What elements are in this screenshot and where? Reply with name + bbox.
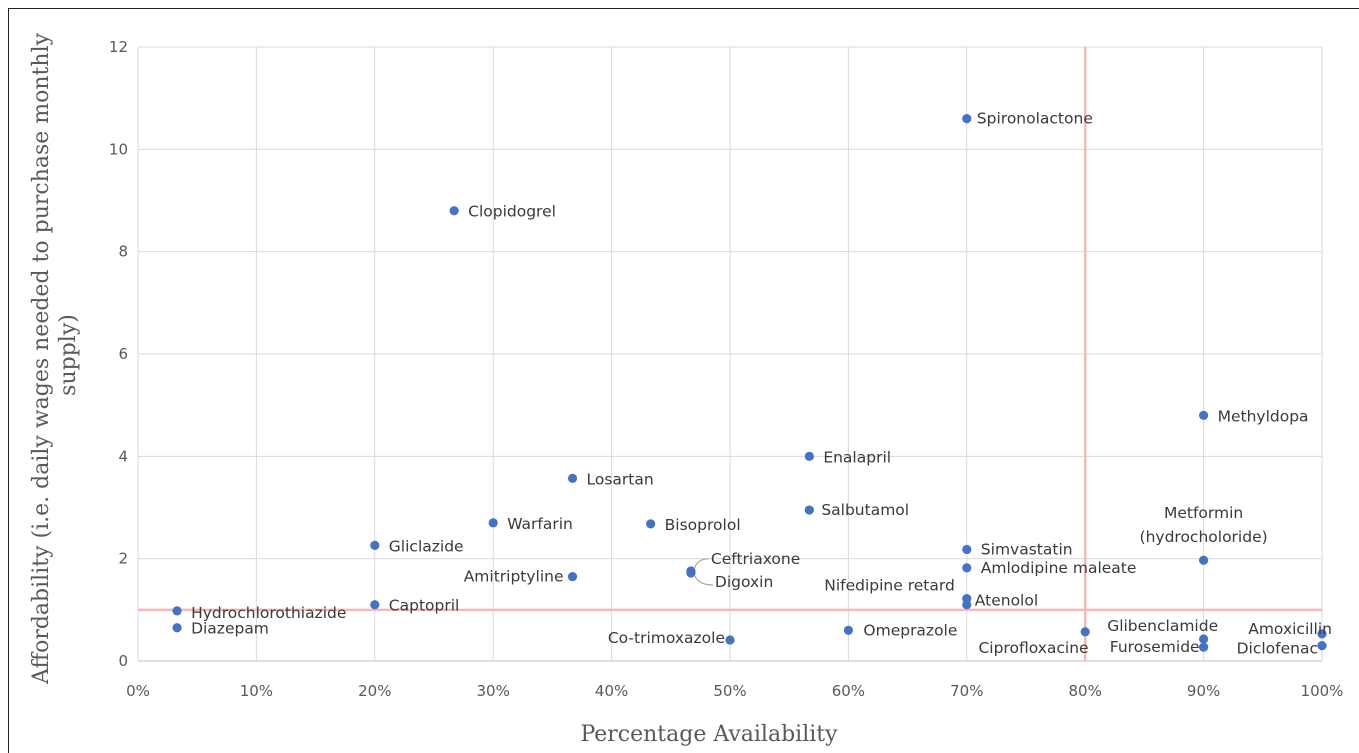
- point-label: Nifedipine retard: [824, 577, 955, 595]
- data-point: [370, 540, 380, 550]
- data-point: [804, 505, 814, 515]
- point-label-line: Metformin: [1164, 504, 1243, 522]
- data-point: [1080, 627, 1090, 637]
- point-label: Captopril: [389, 597, 460, 615]
- point-label: Losartan: [587, 470, 654, 488]
- data-point: [567, 571, 578, 582]
- data-point: [962, 544, 972, 555]
- data-point: [172, 606, 182, 616]
- data-point: [172, 623, 182, 633]
- y-axis-title-line-2: supply): [56, 314, 81, 396]
- point-label: Omeprazole: [863, 621, 957, 639]
- data-point: [646, 519, 656, 529]
- x-tick-label: 40%: [595, 682, 628, 700]
- leader-line: [694, 558, 709, 569]
- x-tick-label: 80%: [1069, 682, 1102, 700]
- data-point: [962, 114, 972, 124]
- data-point: [1199, 555, 1209, 565]
- point-label: Enalapril: [823, 448, 891, 466]
- x-tick-label: 10%: [240, 682, 273, 700]
- data-point: [567, 473, 578, 483]
- leader-line: [694, 575, 713, 586]
- data-point: [370, 600, 380, 610]
- y-tick-label: 4: [118, 447, 128, 465]
- point-label: Simvastatin: [981, 540, 1073, 558]
- point-label: Gliclazide: [389, 537, 464, 555]
- data-point: [725, 635, 735, 645]
- data-point: [686, 568, 696, 578]
- point-label: Bisoprolol: [665, 516, 741, 534]
- y-axis-title-line-1: Affordability (i.e. daily wages needed t…: [29, 32, 54, 685]
- y-tick-label: 0: [118, 652, 128, 670]
- data-point: [488, 518, 498, 528]
- point-label: Hydrochlorothiazide: [191, 604, 346, 622]
- data-point: [1199, 410, 1209, 420]
- point-label: Diclofenac: [1237, 640, 1318, 658]
- point-label: Atenolol: [975, 592, 1038, 610]
- data-point: [1317, 629, 1327, 639]
- point-label: Salbutamol: [821, 501, 909, 519]
- y-tick-label: 2: [118, 550, 128, 568]
- data-point: [449, 206, 459, 216]
- data-point: [1199, 642, 1209, 652]
- y-tick-label: 6: [118, 345, 128, 363]
- point-label: Amitriptyline: [464, 568, 564, 586]
- x-tick-label: 20%: [358, 682, 391, 700]
- tick-labels: 0 2 4 6 8 10 12 0% 10% 20% 30% 40% 50% 60% 70% 80% 90% 10…: [109, 38, 1344, 700]
- point-label: Clopidogrel: [468, 203, 556, 221]
- point-label: Glibenclamide: [1107, 617, 1218, 635]
- point-label: Furosemide: [1110, 638, 1200, 656]
- point-label: Spironolactone: [977, 110, 1093, 128]
- point-label: Amoxicillin: [1248, 620, 1332, 638]
- point-label: Methyldopa: [1218, 407, 1309, 425]
- data-point: [804, 451, 814, 461]
- x-tick-label: 30%: [477, 682, 510, 700]
- data-point: [1199, 634, 1209, 644]
- point-label: Metformin (hydrocholoride): [1140, 504, 1268, 546]
- x-tick-label: 90%: [1187, 682, 1220, 700]
- point-label: Diazepam: [191, 620, 269, 638]
- point-label: Warfarin: [507, 515, 573, 533]
- data-point: [1317, 641, 1327, 651]
- point-label: Digoxin: [715, 573, 773, 591]
- data-points: [172, 114, 1327, 652]
- y-axis-title: Affordability (i.e. daily wages needed t…: [29, 26, 81, 685]
- y-tick-label: 8: [118, 243, 128, 261]
- x-tick-label: 70%: [950, 682, 983, 700]
- grid-lines: [137, 46, 1323, 662]
- x-axis-title: Percentage Availability: [580, 722, 838, 747]
- x-tick-label: 60%: [832, 682, 865, 700]
- data-point: [962, 563, 972, 573]
- y-tick-label: 12: [109, 38, 128, 56]
- x-tick-label: 0%: [126, 682, 150, 700]
- chart-frame: [8, 8, 1359, 753]
- data-point: [843, 625, 854, 635]
- point-labels: Spironolactone Clopidogrel Methyldopa Enala…: [191, 110, 1332, 658]
- point-label: Amlodipine maleate: [981, 559, 1137, 577]
- data-point: [962, 600, 972, 610]
- reference-lines: [138, 47, 1322, 661]
- point-label: Ceftriaxone: [711, 550, 800, 568]
- point-label-line: (hydrocholoride): [1140, 528, 1268, 546]
- point-label: Co-trimoxazole: [608, 629, 725, 647]
- point-label: Ciprofloxacine: [978, 639, 1088, 657]
- x-tick-label: 50%: [713, 682, 746, 700]
- y-tick-label: 10: [109, 140, 128, 158]
- x-tick-label: 100%: [1301, 682, 1344, 700]
